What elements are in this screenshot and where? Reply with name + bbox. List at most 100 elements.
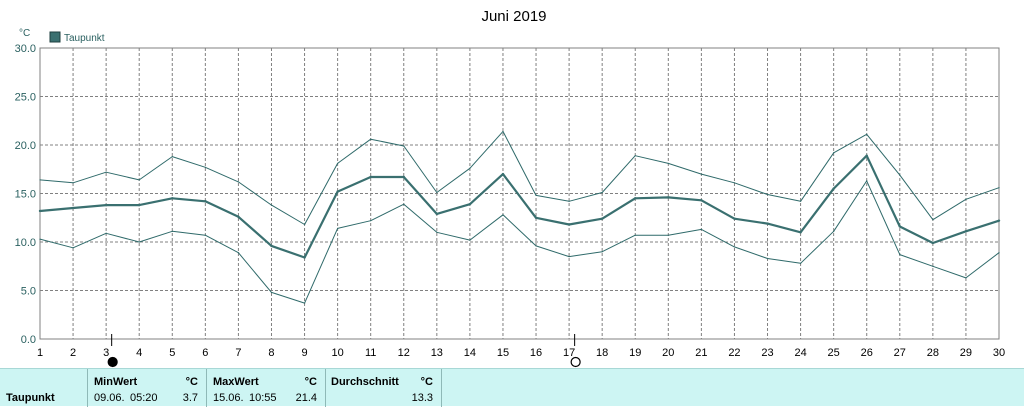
data-point-max (667, 162, 669, 165)
x-tick-label: 27 (894, 347, 906, 359)
data-point-min (866, 180, 868, 182)
data-point-mean (237, 215, 240, 218)
min-unit: °C (185, 376, 198, 388)
data-point-min (634, 234, 636, 236)
x-axis: 1 2 3 4 5 6 7 8 9 10 11 12 13 14 15 16 17 18 19 20 21 22 23 24 2… (37, 347, 1005, 359)
x-tick-label: 22 (728, 347, 740, 359)
data-point-max (733, 182, 736, 184)
data-point-min (733, 246, 736, 248)
y-tick-label: 25.0 (15, 92, 36, 104)
x-tick-label: 30 (993, 347, 1005, 359)
data-point-mean (402, 175, 405, 179)
data-point-mean (667, 196, 670, 199)
series-line-min (39, 180, 1000, 304)
data-point-min (270, 291, 273, 294)
data-point-max (237, 181, 240, 183)
data-point-mean (171, 197, 174, 200)
data-point-min (105, 232, 107, 234)
avg-value: 13.3 (411, 392, 433, 404)
chart-title: Juni 2019 (481, 8, 546, 25)
series-lines (38, 130, 1001, 304)
legend-swatch (49, 31, 61, 43)
data-point-min (998, 252, 1000, 254)
data-point-mean (270, 244, 273, 248)
data-point-max (138, 179, 140, 181)
data-point-min (799, 262, 802, 264)
y-tick-label: 5.0 (21, 286, 36, 298)
data-point-max (270, 204, 273, 206)
x-tick-label: 12 (398, 347, 410, 359)
x-tick-label: 1 (37, 347, 43, 359)
x-tick-label: 16 (530, 347, 542, 359)
data-point-min (138, 241, 140, 243)
data-point-min (700, 228, 702, 230)
legend-label: Taupunkt (64, 33, 105, 44)
data-point-min (237, 252, 240, 254)
y-tick-label: 0.0 (21, 334, 36, 346)
x-tick-label: 3 (103, 347, 109, 359)
data-point-mean (799, 231, 802, 234)
avg-unit: °C (420, 376, 433, 388)
x-tick-label: 29 (960, 347, 972, 359)
x-tick-label: 28 (927, 347, 939, 359)
data-point-max (337, 162, 339, 165)
avg-header: Durchschnitt (331, 376, 399, 388)
x-tick-label: 20 (662, 347, 674, 359)
data-point-mean (997, 219, 1001, 222)
max-date: 15.06. (213, 392, 244, 404)
x-tick-label: 25 (828, 347, 840, 359)
data-point-min (303, 302, 306, 304)
x-tick-label: 19 (629, 347, 641, 359)
max-header: MaxWert (213, 376, 259, 388)
data-point-mean (303, 256, 306, 259)
footer-row-label: Taupunkt (6, 392, 55, 404)
x-tick-label: 5 (169, 347, 175, 359)
data-point-mean (931, 241, 935, 245)
data-point-max (502, 130, 504, 133)
data-point-max (833, 152, 835, 154)
data-point-max (469, 167, 471, 169)
y-tick-label: 30.0 (15, 43, 36, 55)
data-point-max (799, 200, 802, 202)
data-point-mean (534, 216, 538, 219)
data-point-min (39, 238, 41, 240)
data-point-max (766, 193, 769, 196)
data-point-mean (38, 209, 42, 213)
y-axis: 0.0 5.0 10.0 15.0 20.0 25.0 30.0 (15, 43, 36, 346)
min-value-cell: MinWert °C 09.06. 05:20 3.7 (88, 369, 207, 407)
x-tick-label: 9 (301, 347, 307, 359)
data-point-mean (567, 223, 571, 226)
data-point-max (204, 166, 206, 168)
y-tick-label: 10.0 (15, 237, 36, 249)
data-point-mean (204, 200, 207, 203)
x-tick-label: 24 (794, 347, 806, 359)
x-tick-label: 11 (365, 347, 376, 359)
y-tick-label: 15.0 (15, 189, 36, 201)
data-point-mean (766, 222, 769, 225)
min-date: 09.06. (94, 392, 125, 404)
x-tick-label: 26 (861, 347, 873, 359)
footer-label-cell: Taupunkt (0, 369, 88, 407)
data-point-mean (898, 225, 901, 228)
series-line-max (39, 130, 1000, 225)
data-point-max (39, 179, 41, 181)
x-tick-label: 4 (136, 347, 142, 359)
data-point-max (899, 174, 901, 176)
data-point-min (899, 254, 901, 256)
x-tick-label: 17 (563, 347, 575, 359)
data-point-mean (634, 197, 637, 200)
min-value: 3.7 (182, 392, 198, 404)
data-point-min (469, 239, 471, 241)
x-tick-label: 23 (761, 347, 773, 359)
data-point-mean (501, 172, 505, 176)
min-header: MinWert (94, 376, 138, 388)
data-point-mean (700, 199, 703, 202)
y-unit-label: °C (19, 28, 30, 39)
data-point-max (403, 145, 405, 147)
max-value: 21.4 (295, 392, 317, 404)
data-point-max (105, 171, 107, 173)
data-point-mean (71, 206, 75, 210)
data-point-max (998, 187, 1000, 189)
data-point-mean (964, 230, 968, 233)
chart: Juni 2019 °C Taupunkt 0.05.010.015.020.0… (15, 8, 1005, 368)
